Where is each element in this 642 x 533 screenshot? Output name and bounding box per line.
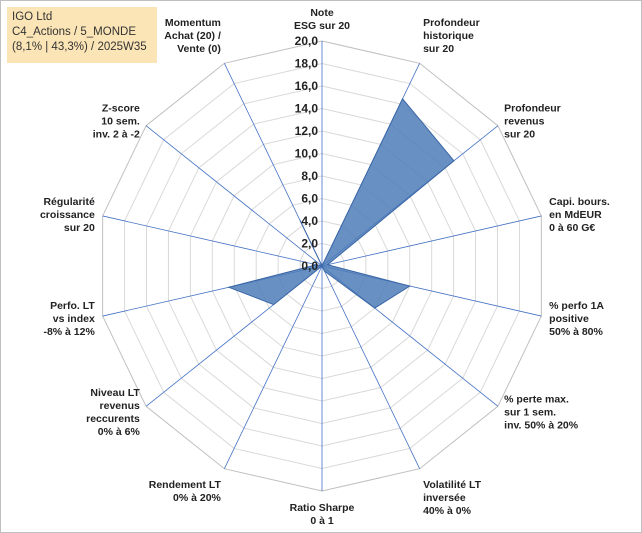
axis-label-line: historique [423,30,474,42]
axis-label-line: Niveau LT [90,387,140,399]
tick-label: 20,0 [295,34,319,48]
axis-label-line: revenus [100,400,140,412]
axis-label-line: inv. 2 à -2 [93,129,140,141]
tick-label: 2,0 [301,237,318,251]
axis-label-line: Ratio Sharpe [290,502,355,514]
axis-label-line: Momentum [165,17,221,29]
tick-label: 14,0 [295,102,319,116]
axis-label-line: Volatilité LT [423,479,482,491]
axis-label-line: Profondeur [504,103,561,115]
axis-label: Z-score 10 sem. inv. 2 à -2 [93,103,140,141]
axis-label-line: croissance [40,209,95,221]
tick-label: 18,0 [295,57,319,71]
axis-label-line: vs index [53,313,95,325]
axis-label-line: 0% à 20% [173,492,222,504]
axis-label-line: Z-score [102,103,140,115]
axis-label-line: 50% à 80% [549,326,603,338]
axis-label: Profondeur historique sur 20 [423,17,480,55]
axis-label: Note ESG sur 20 [294,7,350,32]
axis-label-line: 0 à 1 [310,515,334,527]
axis-label-line: sur 20 [64,222,95,234]
tick-label: 0,0 [301,259,318,273]
company-name: IGO Ltd [12,11,53,23]
tick-label: 6,0 [301,192,318,206]
axis-label-line: % perte max. [504,393,569,405]
tick-label: 16,0 [295,79,319,93]
axis-label-line: Régularité [43,196,95,208]
series-area [227,97,455,309]
axis-label-line: revenus [504,116,544,128]
axis-label-line: Profondeur [423,17,480,29]
info-box: IGO Ltd C4_Actions / 5_MONDE (8,1% | 43,… [7,7,157,63]
axis-spoke [102,215,323,267]
axis-label-line: Note [310,7,333,19]
axis-label: Profondeur revenus sur 20 [504,103,561,141]
axis-label: Capi. bours. en MdEUR 0 à 60 G€ [549,196,610,234]
axis-label-line: sur 20 [423,43,454,55]
axis-label-line: ESG sur 20 [294,20,350,32]
axis-label: Ratio Sharpe 0 à 1 [290,502,355,527]
series-layer [227,97,455,309]
axis-label-line: Achat (20) / [164,30,221,42]
category-label: C4_Actions / 5_MONDE [12,26,136,38]
axis-label-line: -8% à 12% [43,326,95,338]
axis-label: Volatilité LT inversée 40% à 0% [423,479,482,517]
axis-label-line: 0% à 6% [98,426,141,438]
axis-label-line: inv. 50% à 20% [504,419,579,431]
axis-label-line: Rendement LT [149,479,222,491]
axis-label: Momentum Achat (20) / Vente (0) [164,17,221,55]
axis-label-line: reccurents [86,413,140,425]
axis-label: Niveau LT revenus reccurents 0% à 6% [86,387,140,438]
axis-label-line: 0 à 60 G€ [549,222,595,234]
axis-label-line: Capi. bours. [549,196,610,208]
axis-label-line: Vente (0) [177,43,221,55]
axis-label-line: 10 sem. [101,116,140,128]
axis-label-line: inversée [423,492,466,504]
axis-label: Régularité croissance sur 20 [40,196,95,234]
tick-label: 10,0 [295,147,319,161]
axis-label-line: en MdEUR [549,209,602,221]
axis-label-line: positive [549,313,589,325]
tick-label: 4,0 [301,214,318,228]
perf-period-label: (8,1% | 43,3%) / 2025W35 [12,41,147,53]
axis-spoke [321,265,420,469]
axis-label: % perfo 1A positive 50% à 80% [549,300,604,338]
axis-spoke [224,265,323,469]
axis-label-line: sur 1 sem. [504,406,556,418]
axis-label: % perte max. sur 1 sem. inv. 50% à 20% [504,393,579,431]
axis-labels-layer: Note ESG sur 20 Profondeur historique sur 20… [40,7,610,527]
axis-label: Perfo. LT vs index -8% à 12% [43,300,95,338]
axis-label-line: sur 20 [504,129,535,141]
axis-label-line: 40% à 0% [423,505,472,517]
axis-spoke [321,215,542,267]
tick-label: 12,0 [295,124,319,138]
axis-spoke [145,125,323,267]
axis-label: Rendement LT 0% à 20% [149,479,222,504]
tick-label: 8,0 [301,169,318,183]
axis-label-line: Perfo. LT [50,300,95,312]
axis-label-line: % perfo 1A [549,300,604,312]
tick-labels-layer: 0,0 2,0 4,0 6,0 8,0 10,0 12,0 14,0 16,0 18,0 20,0 [295,34,319,273]
